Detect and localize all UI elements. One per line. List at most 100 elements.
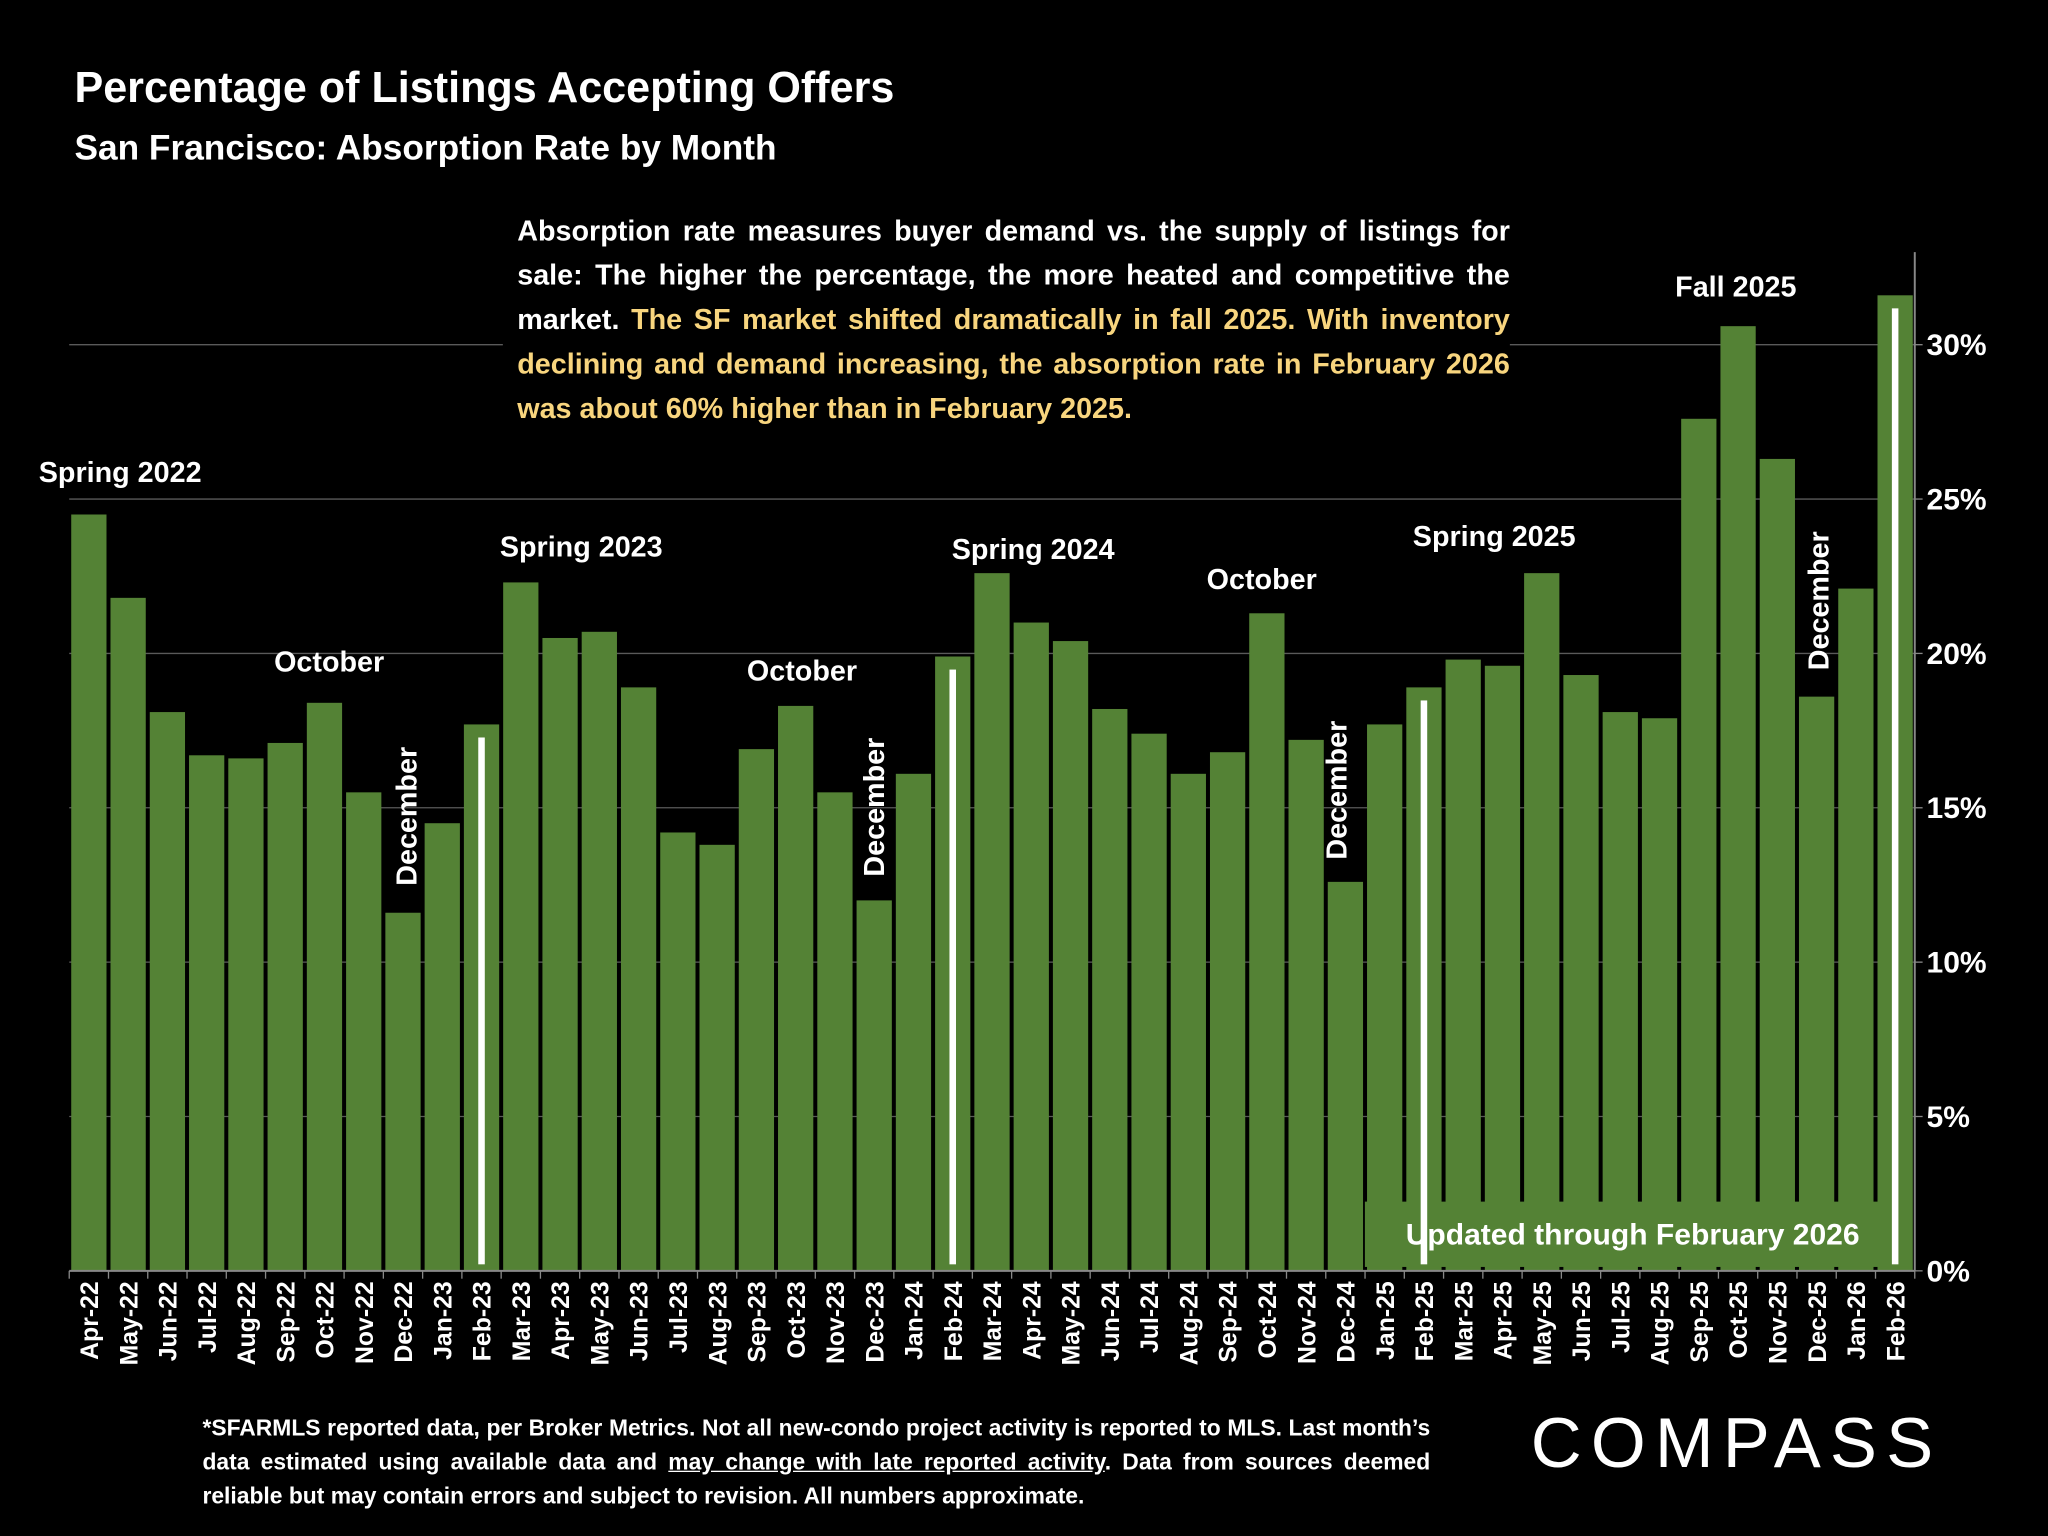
bar [228, 758, 264, 1271]
x-tick-label: Feb-23 [470, 1281, 497, 1361]
february-marker [1891, 308, 1899, 1265]
x-tick-label: Feb-26 [1883, 1281, 1910, 1361]
x-tick-label: Mar-23 [509, 1281, 536, 1361]
annotation: December [392, 747, 424, 886]
bar [856, 900, 892, 1271]
bar [1720, 326, 1756, 1271]
x-tick-label: Jun-22 [156, 1281, 183, 1361]
bar [660, 832, 696, 1271]
y-tick-label: 20% [1927, 638, 1987, 671]
annotation: December [859, 738, 891, 877]
x-tick-label: Oct-24 [1255, 1281, 1282, 1358]
x-tick-label: Jan-24 [902, 1281, 929, 1360]
bar [71, 514, 107, 1271]
footnote-underlined: may change with late reported activity [668, 1448, 1105, 1475]
x-tick-label: Oct-22 [313, 1281, 340, 1358]
bar [1798, 696, 1835, 1271]
annotation: Spring 2025 [1413, 521, 1576, 553]
x-tick-label: Sep-24 [1216, 1281, 1243, 1363]
bar [503, 582, 539, 1271]
x-tick-label: Oct-23 [784, 1281, 811, 1358]
x-tick-label: Oct-25 [1726, 1281, 1753, 1358]
bar [620, 687, 657, 1271]
x-tick-label: Aug-25 [1648, 1281, 1675, 1365]
bar [1249, 613, 1285, 1271]
bar [1524, 573, 1560, 1271]
annotation: December [1322, 721, 1354, 860]
description: Absorption rate measures buyer demand vs… [502, 208, 1510, 439]
x-tick-label: May-22 [116, 1281, 143, 1365]
x-tick-label: Sep-22 [273, 1281, 300, 1362]
bar [1563, 675, 1599, 1271]
x-tick-label: Aug-22 [234, 1281, 261, 1365]
bar [1131, 733, 1167, 1271]
bar [699, 844, 735, 1271]
bar [1327, 881, 1364, 1271]
x-tick-label: Jul-24 [1137, 1281, 1164, 1353]
annotation: October [1207, 564, 1317, 596]
annotation: Spring 2022 [39, 457, 202, 489]
bar [1641, 718, 1678, 1271]
bar [1759, 458, 1795, 1271]
x-tick-label: May-25 [1530, 1281, 1557, 1365]
x-tick-label: Mar-25 [1451, 1281, 1478, 1361]
x-tick-label: Jun-24 [1098, 1281, 1125, 1361]
footnote: *SFARMLS reported data, per Broker Metri… [202, 1411, 1430, 1513]
bar [1367, 724, 1403, 1271]
x-tick-label: Sep-25 [1687, 1281, 1714, 1363]
bar [385, 912, 421, 1271]
x-tick-label: Apr-23 [548, 1281, 575, 1360]
x-tick-label: May-24 [1059, 1281, 1086, 1365]
bar [1838, 588, 1874, 1271]
x-tick-label: Jul-22 [195, 1281, 222, 1353]
bar [189, 755, 225, 1271]
y-tick-label: 0% [1927, 1255, 1970, 1288]
february-marker [949, 669, 956, 1265]
chart-subtitle: San Francisco: Absorption Rate by Month [74, 127, 777, 168]
x-tick-label: Sep-23 [745, 1281, 772, 1362]
x-tick-label: Apr-22 [77, 1281, 104, 1360]
x-tick-label: Jul-25 [1608, 1281, 1635, 1353]
annotation: Spring 2023 [500, 531, 663, 563]
bar [974, 573, 1010, 1271]
x-tick-label: May-23 [587, 1281, 614, 1365]
bar [1209, 752, 1246, 1271]
x-tick-label: Apr-25 [1491, 1281, 1518, 1360]
y-tick-label: 30% [1927, 329, 1987, 362]
x-tick-label: Jan-23 [430, 1281, 457, 1360]
bar [895, 773, 932, 1271]
y-tick-label: 5% [1927, 1101, 1970, 1134]
bar [267, 742, 303, 1271]
description-highlight: The SF market shifted dramatically in fa… [517, 303, 1510, 425]
bar [1681, 418, 1717, 1271]
bar [738, 749, 775, 1271]
x-tick-label: Jul-23 [666, 1281, 693, 1353]
bar [1170, 773, 1206, 1271]
bar [1288, 739, 1324, 1271]
footnote-text: . Data from sources deemed reliable but … [202, 1448, 1431, 1509]
x-tick-label: Apr-24 [1019, 1281, 1046, 1360]
february-marker [478, 737, 485, 1265]
bar [1013, 622, 1049, 1271]
y-tick-label: 10% [1927, 947, 1987, 980]
x-tick-label: Feb-24 [941, 1281, 968, 1361]
updated-note: Updated through February 2026 [1406, 1219, 1860, 1252]
chart-title: Percentage of Listings Accepting Offers [74, 62, 895, 112]
bar [542, 637, 578, 1271]
x-tick-label: Nov-25 [1765, 1281, 1792, 1364]
annotation: October [274, 646, 384, 678]
x-tick-label: Dec-25 [1805, 1281, 1832, 1363]
bar [581, 631, 617, 1271]
y-tick-label: 15% [1927, 792, 1987, 825]
x-tick-label: Mar-24 [980, 1281, 1007, 1361]
bar [1052, 641, 1089, 1271]
x-tick-label: Nov-24 [1294, 1281, 1321, 1364]
description-text: Absorption rate measures buyer demand vs… [517, 214, 1510, 336]
bar [424, 823, 460, 1271]
x-tick-label: Dec-24 [1334, 1281, 1361, 1363]
x-tick-label: Nov-23 [823, 1281, 850, 1364]
annotation: Fall 2025 [1675, 271, 1796, 303]
bar [817, 792, 853, 1271]
bar [1602, 712, 1638, 1271]
